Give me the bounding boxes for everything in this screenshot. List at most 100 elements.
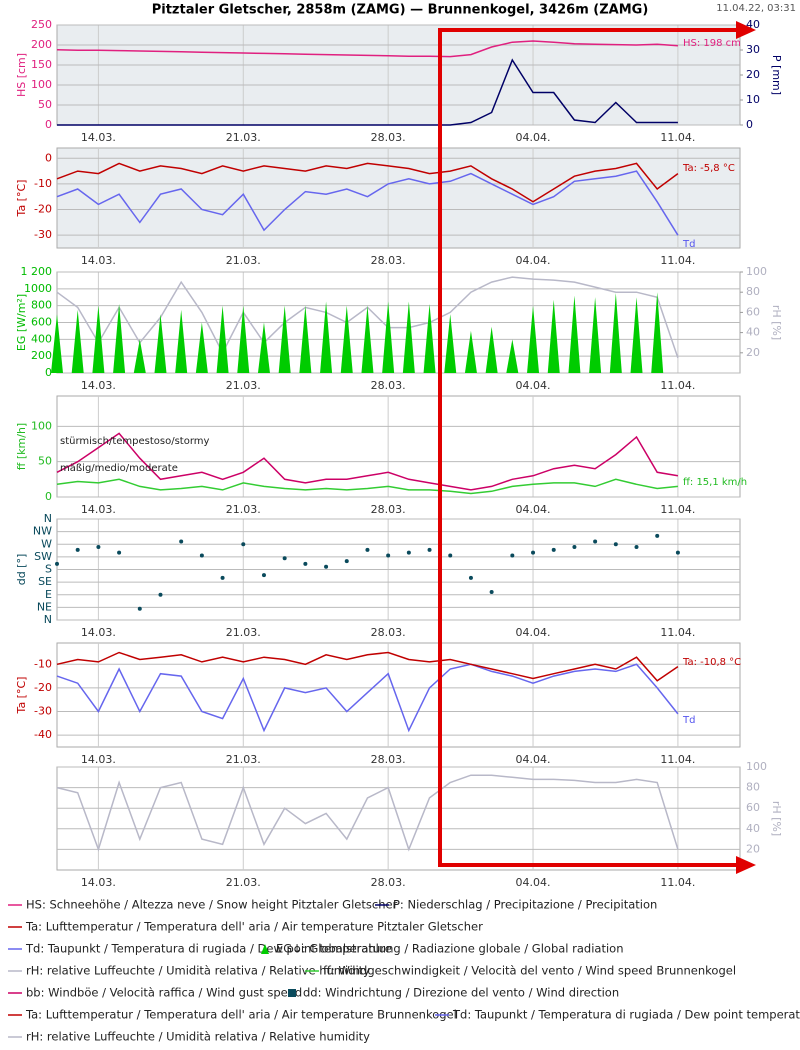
y2-axis-label: rH [%] xyxy=(770,305,783,340)
y-tick-label: -10 xyxy=(34,657,52,670)
x-tick-label: 11.04. xyxy=(660,876,695,889)
y-tick-label: 50 xyxy=(38,455,52,468)
direction-dot xyxy=(613,542,618,547)
radiation-spike xyxy=(361,305,374,373)
direction-dot xyxy=(531,550,536,555)
direction-dot xyxy=(324,564,329,569)
y-axis-label: HS [cm] xyxy=(15,53,28,97)
y2-tick-label: 20 xyxy=(746,68,760,81)
direction-dot xyxy=(468,575,473,580)
legend-label: Ta: Lufttemperatur / Temperatura dell' a… xyxy=(25,1008,457,1022)
direction-dot xyxy=(282,556,287,561)
x-tick-label: 04.04. xyxy=(516,753,551,766)
legend-label: Td: Taupunkt / Temperatura di rugiada / … xyxy=(25,942,392,956)
direction-dot xyxy=(199,553,204,558)
radiation-spike xyxy=(547,299,560,373)
y-tick-label: 800 xyxy=(31,299,52,312)
x-tick-label: 28.03. xyxy=(371,379,406,392)
radiation-spike xyxy=(630,297,643,373)
x-tick-label: 14.03. xyxy=(81,131,116,144)
annotation: stürmisch/tempestoso/stormy xyxy=(60,436,210,447)
legend-label: rH: relative Luffeuchte / Umidità relati… xyxy=(26,964,370,978)
direction-dot xyxy=(365,547,370,552)
direction-dot xyxy=(137,606,142,611)
y-tick-label: -30 xyxy=(34,705,52,718)
direction-dot xyxy=(634,545,639,550)
y-tick-label: 150 xyxy=(31,58,52,71)
y-axis-label: EG [W/m²] xyxy=(15,294,28,351)
x-tick-label: 14.03. xyxy=(81,626,116,639)
plot-area xyxy=(56,24,741,126)
y2-tick-label: 20 xyxy=(746,842,760,855)
y-tick-label: N xyxy=(44,512,52,525)
x-tick-label: 21.03. xyxy=(226,379,261,392)
radiation-spike xyxy=(402,301,415,373)
x-tick-label: 21.03. xyxy=(226,876,261,889)
y-tick-label: 200 xyxy=(31,38,52,51)
y-tick-label: SE xyxy=(38,575,52,588)
direction-dot xyxy=(510,553,515,558)
x-tick-label: 28.03. xyxy=(371,876,406,889)
y-tick-label: -20 xyxy=(34,681,52,694)
direction-dot xyxy=(655,533,660,538)
annotation: HS: 198 cm xyxy=(683,38,741,49)
direction-dot xyxy=(75,547,80,552)
radiation-spike xyxy=(382,301,395,373)
radiation-spike xyxy=(506,339,519,373)
radiation-spike xyxy=(320,301,333,373)
radiation-spike xyxy=(651,292,664,373)
series-line xyxy=(56,663,679,733)
annotation: mäßig/medio/moderate xyxy=(60,463,178,474)
y-tick-label: 100 xyxy=(31,78,52,91)
direction-dot xyxy=(427,547,432,552)
direction-dot xyxy=(261,573,266,578)
x-tick-label: 04.04. xyxy=(516,626,551,639)
arrow-head xyxy=(736,856,756,874)
x-tick-label: 14.03. xyxy=(81,254,116,267)
x-tick-label: 14.03. xyxy=(81,503,116,516)
legend-label: ff: Windgeschwindigkeit / Velocità del v… xyxy=(323,964,736,978)
direction-dot xyxy=(179,539,184,544)
legend-label: Ta: Lufttemperatur / Temperatura dell' a… xyxy=(25,920,483,934)
direction-dot xyxy=(386,553,391,558)
y-tick-label: -20 xyxy=(34,203,52,216)
y2-tick-label: 60 xyxy=(746,801,760,814)
annotation: Td xyxy=(682,239,695,250)
y-tick-label: E xyxy=(45,588,52,601)
series-line xyxy=(56,478,678,495)
y-tick-label: W xyxy=(41,537,52,550)
radiation-spike xyxy=(568,295,581,373)
y2-tick-label: 0 xyxy=(746,118,753,131)
x-tick-label: 28.03. xyxy=(371,503,406,516)
x-tick-label: 14.03. xyxy=(81,379,116,392)
radiation-spike xyxy=(423,303,436,373)
direction-dot xyxy=(96,545,101,550)
arrow-head xyxy=(736,21,756,39)
direction-dot xyxy=(551,547,556,552)
y-axis-label: dd [°] xyxy=(15,554,28,586)
x-tick-label: 04.04. xyxy=(516,254,551,267)
radiation-spike xyxy=(175,309,188,373)
radiation-spike xyxy=(340,305,353,373)
x-tick-label: 04.04. xyxy=(516,131,551,144)
y-tick-label: NE xyxy=(37,600,52,613)
legend-marker xyxy=(261,944,269,954)
y-tick-label: SW xyxy=(34,550,52,563)
radiation-spike xyxy=(216,305,229,373)
y2-tick-label: 10 xyxy=(746,93,760,106)
chart-title: Pitztaler Gletscher, 2858m (ZAMG) — Brun… xyxy=(152,3,649,18)
series-line xyxy=(56,432,679,491)
y-tick-label: -30 xyxy=(34,228,52,241)
y2-tick-label: 80 xyxy=(746,781,760,794)
series-line xyxy=(56,651,679,682)
y-tick-label: 600 xyxy=(31,316,52,329)
x-tick-label: 28.03. xyxy=(371,626,406,639)
y2-axis-label: P [mm] xyxy=(770,55,783,95)
x-tick-label: 28.03. xyxy=(371,131,406,144)
legend-label: HS: Schneehöhe / Altezza neve / Snow hei… xyxy=(26,898,398,912)
direction-dot xyxy=(406,550,411,555)
y-tick-label: 0 xyxy=(45,366,52,379)
y2-tick-label: 40 xyxy=(746,822,760,835)
